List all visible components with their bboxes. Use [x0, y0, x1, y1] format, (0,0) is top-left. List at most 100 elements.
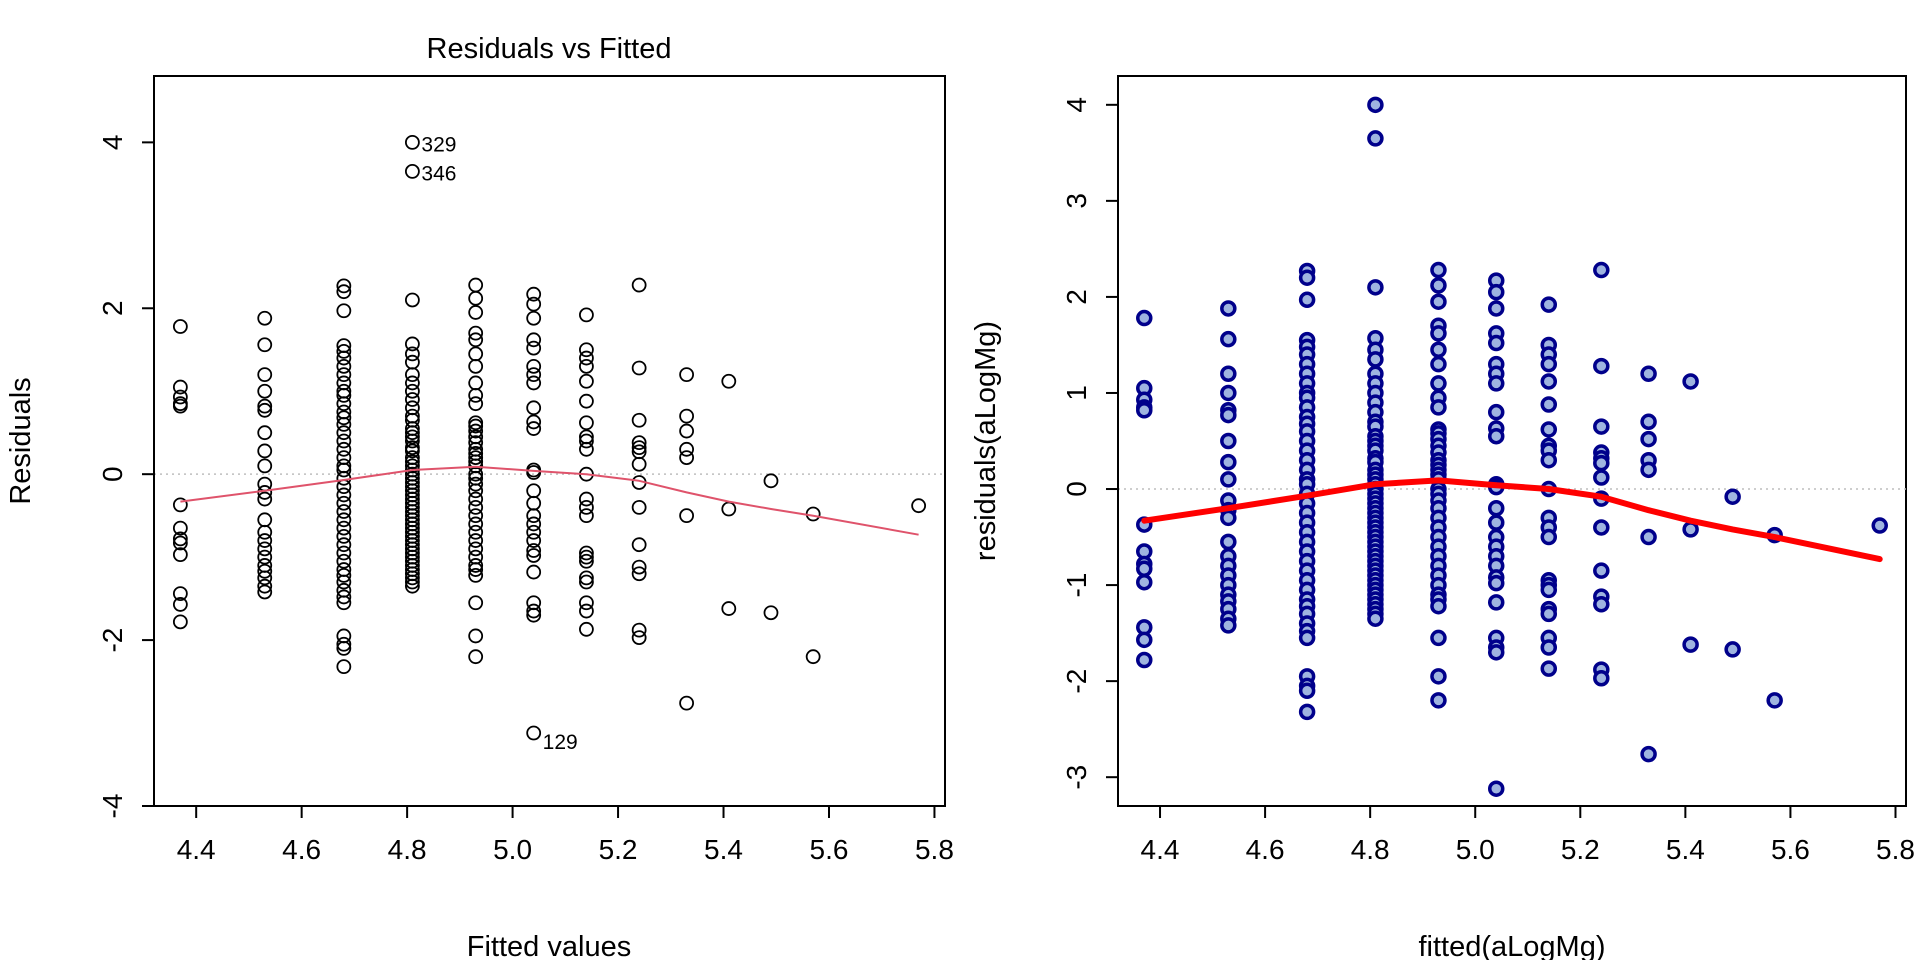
- data-point: [1593, 418, 1610, 435]
- data-point: [336, 350, 352, 366]
- data-point: [404, 443, 420, 459]
- data-point: [526, 421, 542, 436]
- data-point: [336, 574, 352, 590]
- data-point: [468, 346, 484, 362]
- data-point: [526, 310, 542, 326]
- data-point: [1640, 413, 1657, 431]
- data-point: [468, 499, 484, 515]
- data-point: [1766, 692, 1783, 709]
- residuals-vs-fitted-panel: Residuals vs Fitted 4.4 4.6 4.8 5.0 5.2 5.4 5.…: [5, 33, 954, 960]
- data-point: [579, 350, 594, 366]
- data-point: [1640, 745, 1657, 763]
- data-point: [1220, 617, 1237, 634]
- data-point: [468, 595, 484, 611]
- data-point: [1540, 660, 1558, 677]
- data-point: [468, 628, 484, 644]
- data-point: [404, 425, 420, 441]
- data-point: [631, 412, 647, 428]
- data-point: [336, 462, 352, 478]
- data-point: [172, 586, 188, 602]
- data-point: [468, 562, 484, 577]
- data-point: [1430, 692, 1447, 709]
- data-point: [404, 383, 420, 399]
- data-point: [1540, 421, 1558, 438]
- data-point: [336, 303, 352, 319]
- data-point: [1430, 375, 1447, 392]
- data-point: [526, 483, 542, 499]
- fitted-residuals-panel: 4.4 4.6 4.8 5.0 5.2 5.4 5.6 5.8 -3 -2 -1 0 1 2 3 4 fit…: [970, 75, 1915, 960]
- data-point: [468, 567, 484, 583]
- data-point: [172, 319, 188, 334]
- data-point: [579, 441, 594, 457]
- data-point: [336, 528, 352, 544]
- data-point: [579, 553, 594, 569]
- data-point: [172, 398, 188, 414]
- data-point: [1724, 641, 1741, 658]
- data-point: [336, 595, 352, 611]
- data-point: [257, 337, 273, 353]
- data-point: [1220, 365, 1237, 383]
- data-point: [336, 636, 352, 652]
- data-point: [526, 603, 542, 619]
- y-tick-label: -2: [1061, 669, 1092, 694]
- data-point: [579, 570, 594, 586]
- data-point: [336, 553, 352, 569]
- data-point: [1220, 471, 1237, 488]
- data-point: [468, 325, 484, 341]
- data-point: [1220, 384, 1237, 402]
- data-point: [526, 725, 542, 741]
- data-point: [336, 537, 352, 553]
- data-point: [468, 476, 484, 492]
- data-point: [631, 559, 647, 575]
- data-point: [631, 630, 647, 646]
- data-point: [631, 499, 647, 515]
- x-tick-label: 4.4: [177, 834, 216, 865]
- data-point: [1136, 309, 1153, 327]
- data-point: [1220, 533, 1237, 551]
- data-point: [1220, 406, 1237, 424]
- data-point: [1430, 341, 1447, 358]
- data-point: [1136, 573, 1153, 591]
- data-point: [526, 516, 542, 532]
- data-point: [579, 342, 594, 358]
- data-point: [1367, 279, 1384, 296]
- data-point: [336, 396, 352, 412]
- data-point: [1430, 597, 1447, 615]
- data-point: [631, 622, 647, 638]
- data-point: [404, 578, 420, 594]
- data-point: [404, 346, 420, 362]
- y-tick-label: 0: [97, 466, 128, 482]
- data-point: [404, 375, 420, 391]
- x-tick-label: 5.4: [1666, 834, 1705, 865]
- data-point: [679, 441, 695, 457]
- data-point: [526, 548, 542, 563]
- x-tick-label: 4.6: [1246, 834, 1285, 865]
- data-point: [468, 533, 484, 548]
- data-point: [631, 566, 647, 582]
- data-point: [336, 344, 352, 359]
- data-point: [526, 543, 542, 558]
- data-point: [579, 595, 594, 611]
- data-point: [336, 512, 352, 528]
- data-point: [1540, 581, 1558, 599]
- data-point: [1298, 269, 1316, 286]
- data-point: [1640, 430, 1657, 448]
- data-point: [468, 558, 484, 573]
- x-tick-label: 4.6: [282, 834, 321, 865]
- data-point: [526, 332, 542, 348]
- y-axis: -4 -2 0 2 4: [97, 135, 155, 819]
- data-point: [1430, 629, 1447, 647]
- data-point: [336, 387, 352, 403]
- data-point: [1430, 293, 1447, 310]
- data-point: [257, 512, 273, 528]
- data-point: [468, 418, 484, 434]
- data-point: [579, 508, 594, 524]
- data-point: [1136, 560, 1153, 577]
- data-point: [1540, 296, 1558, 313]
- data-point: [1640, 365, 1657, 383]
- data-point: [172, 520, 188, 536]
- outlier-labels: 329 346 129: [421, 133, 577, 754]
- y-tick-label: -4: [97, 794, 128, 819]
- data-point: [336, 284, 352, 300]
- data-point: [1298, 629, 1316, 647]
